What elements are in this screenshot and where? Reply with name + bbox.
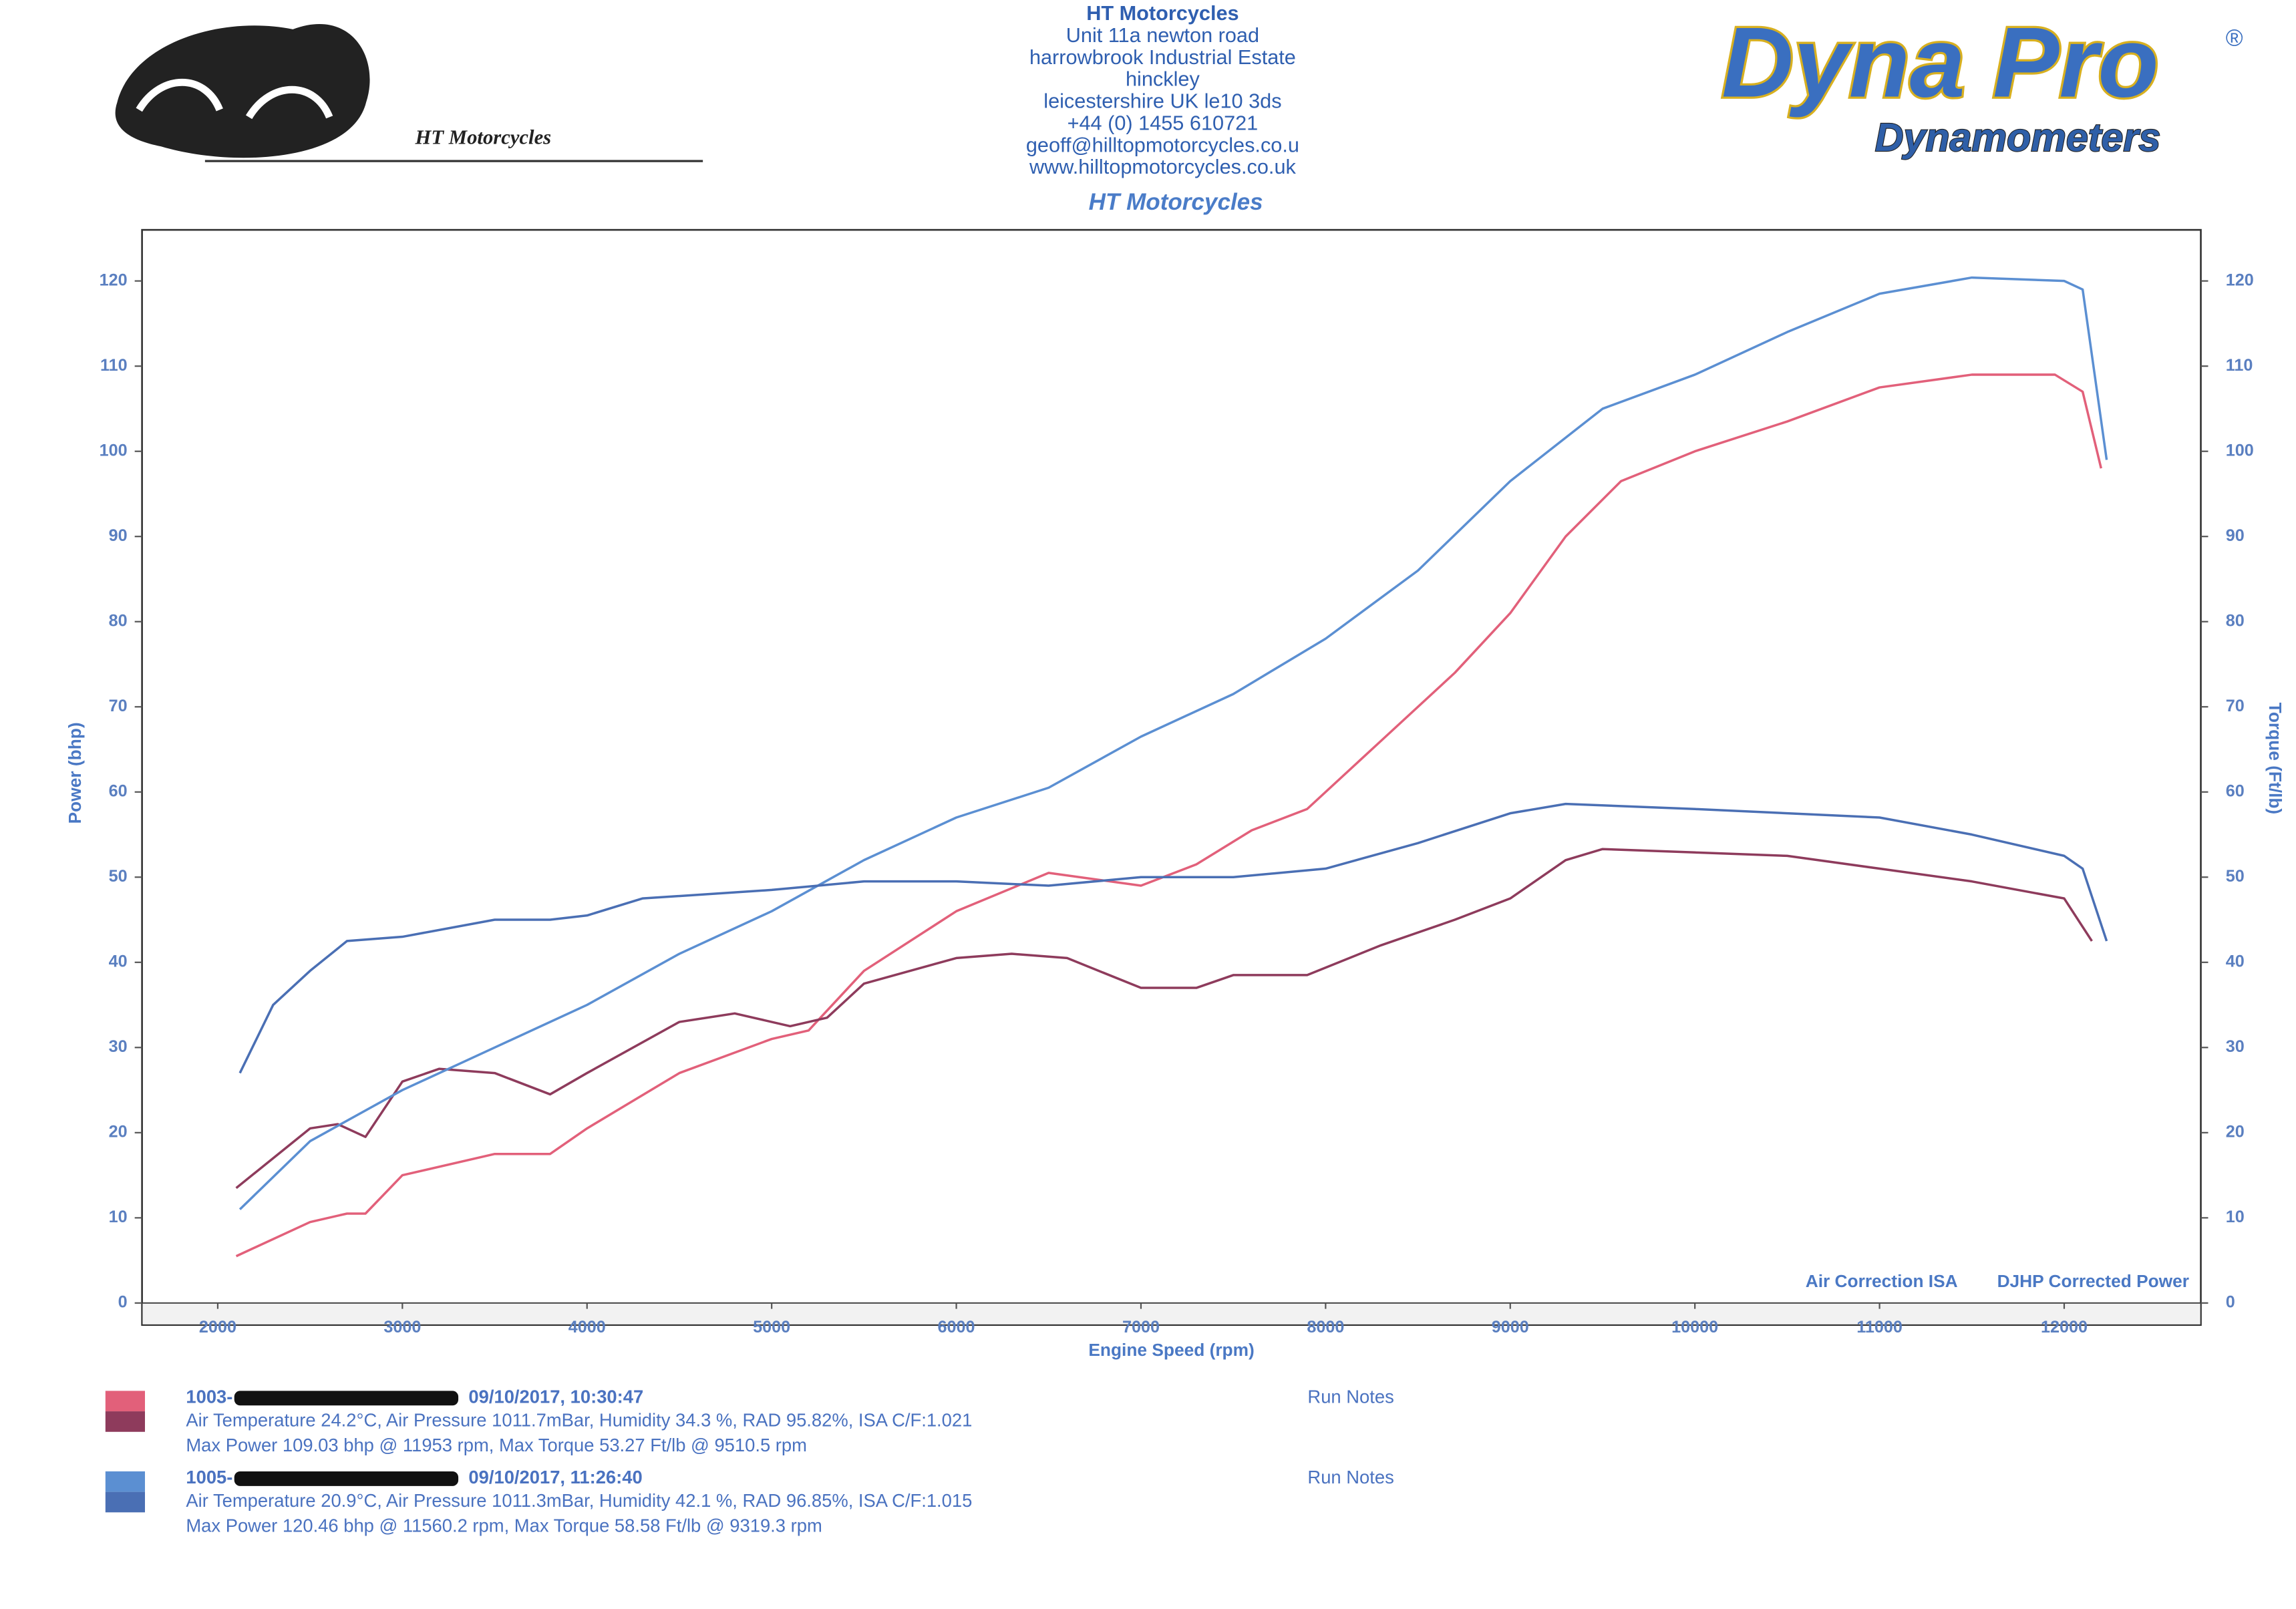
y2-tick-label: 70: [2226, 697, 2245, 715]
y2-tick-label: 40: [2226, 952, 2245, 970]
y-axis-label: Power (bhp): [65, 722, 85, 824]
y-tick-label: 40: [109, 952, 128, 970]
run-notes: Run Notes: [1307, 1387, 1393, 1407]
x-tick-label: 6000: [938, 1318, 975, 1336]
y-tick-label: 80: [109, 611, 128, 630]
x-tick-label: 8000: [1307, 1318, 1344, 1336]
y2-tick-label: 100: [2226, 441, 2254, 460]
y-tick-label: 100: [100, 441, 128, 460]
x-tick-label: 3000: [383, 1318, 421, 1336]
annotation: Air Correction ISA: [1806, 1271, 1958, 1291]
legend-swatch: [105, 1411, 146, 1432]
plot-frame: [141, 228, 2202, 1326]
redaction: [234, 1471, 459, 1486]
brand-sub: Dynamometers: [1875, 115, 2161, 160]
series-line: [238, 276, 2108, 1210]
address-line: harrowbrook Industrial Estate: [1029, 45, 1296, 69]
address-line: hinckley: [1126, 67, 1200, 91]
logo-wheels: [136, 78, 333, 120]
series-line: [238, 802, 2108, 1074]
x-tick-label: 2000: [199, 1318, 236, 1336]
run-summary: Max Power 120.46 bhp @ 11560.2 rpm, Max …: [186, 1515, 822, 1536]
run-stamp: 09/10/2017, 10:30:47: [468, 1387, 643, 1407]
run-summary: Max Power 109.03 bhp @ 11953 rpm, Max To…: [186, 1435, 807, 1455]
run-conditions: Air Temperature 20.9°C, Air Pressure 101…: [186, 1490, 972, 1511]
y2-tick-label: 60: [2226, 781, 2245, 800]
x-axis-label: Engine Speed (rpm): [1088, 1340, 1254, 1360]
address-line: Unit 11a newton road: [1066, 23, 1259, 47]
y2-tick-label: 110: [2226, 356, 2253, 375]
y-tick-label: 30: [109, 1037, 128, 1056]
y-tick-label: 50: [109, 867, 128, 886]
y-tick-label: 120: [100, 271, 128, 289]
logo-text: HT Motorcycles: [415, 126, 552, 148]
x-tick-label: 4000: [568, 1318, 606, 1336]
address-line: www.hilltopmotorcycles.co.uk: [1029, 155, 1297, 178]
address-line: geoff@hilltopmotorcycles.co.u: [1026, 133, 1299, 156]
brand-mark: ®: [2226, 25, 2243, 51]
y2-tick-label: 30: [2226, 1037, 2245, 1056]
y-tick-label: 0: [118, 1293, 128, 1312]
legend-swatch: [105, 1471, 146, 1492]
run-conditions: Air Temperature 24.2°C, Air Pressure 101…: [186, 1410, 972, 1431]
x-tick-label: 7000: [1122, 1318, 1160, 1336]
address-line: +44 (0) 1455 610721: [1068, 111, 1259, 134]
y-tick-label: 70: [109, 697, 128, 715]
y-tick-label: 10: [109, 1208, 128, 1226]
run-id: 1003-: [186, 1387, 232, 1407]
x-tick-label: 12000: [2041, 1318, 2088, 1336]
y2-tick-label: 120: [2226, 271, 2254, 289]
legend: 1003- 09/10/2017, 10:30:47 Air Temperature…: [105, 1387, 1394, 1536]
y-tick-label: 90: [109, 526, 128, 545]
address-line: leicestershire UK le10 3ds: [1043, 90, 1281, 113]
run-notes: Run Notes: [1307, 1467, 1393, 1487]
x-tick-label: 10000: [1671, 1318, 1718, 1336]
y2-tick-label: 0: [2226, 1293, 2235, 1312]
redaction: [234, 1391, 459, 1406]
y2-axis-label: Torque (Ft/lb): [2265, 703, 2285, 814]
brand: Dyna Pro: [1721, 7, 2158, 118]
legend-swatch: [105, 1491, 146, 1513]
series-line: [235, 848, 2093, 1190]
y2-tick-label: 20: [2226, 1122, 2245, 1141]
plot: 0 10 20 30 40 50 60 70 80 90 100 110 120 0 10 20 30 40 50 6…: [100, 271, 2254, 1336]
x-tick-label: 11000: [1856, 1318, 1903, 1336]
subtitle: HT Motorcycles: [1089, 189, 1263, 215]
y2-tick-label: 10: [2226, 1208, 2245, 1226]
company: HT Motorcycles: [1086, 1, 1239, 25]
x-tick-label: 9000: [1492, 1318, 1529, 1336]
x-axis-band: [141, 1302, 2202, 1326]
y2-tick-label: 50: [2226, 867, 2245, 886]
annotation: DJHP Corrected Power: [1997, 1271, 2189, 1291]
y-tick-label: 60: [109, 781, 128, 800]
y2-tick-label: 90: [2226, 526, 2245, 545]
run-stamp: 09/10/2017, 11:26:40: [468, 1467, 642, 1487]
ht-logo: HT Motorcycles: [115, 23, 703, 162]
series-line: [235, 373, 2102, 1258]
y-tick-label: 20: [109, 1122, 128, 1141]
legend-swatch: [105, 1391, 146, 1412]
y-tick-label: 110: [100, 356, 128, 375]
x-tick-label: 5000: [753, 1318, 790, 1336]
y2-tick-label: 80: [2226, 611, 2245, 630]
logo-rider: [115, 23, 370, 158]
run-id: 1005-: [186, 1467, 232, 1487]
